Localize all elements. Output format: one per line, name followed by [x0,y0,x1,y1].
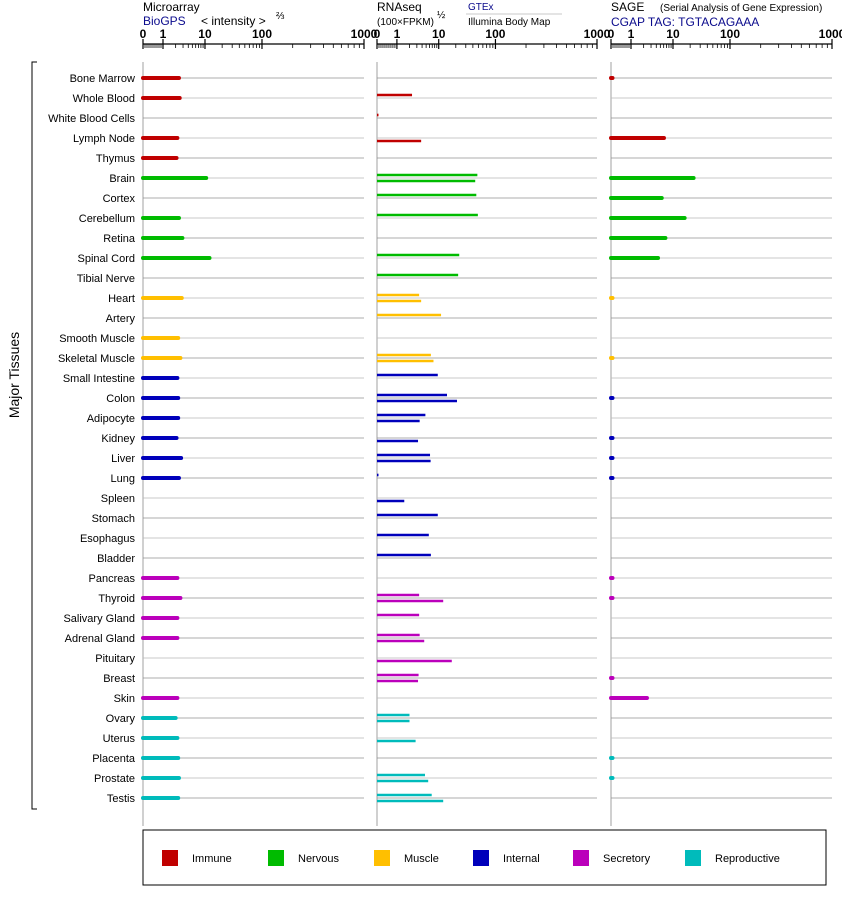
tissue-label: Ovary [106,713,136,725]
sage-tick-label: 0 [608,27,615,41]
tissue-label: Small Intestine [63,373,135,385]
microarray-tick-label: 1 [160,27,167,41]
tissue-label: Artery [106,313,136,325]
tissue-label: Pancreas [89,573,136,585]
legend-label: Immune [192,853,232,865]
legend-swatch [573,850,589,866]
microarray-title: Microarray [143,0,200,14]
tissue-label: White Blood Cells [48,113,135,125]
rnaseq-panel: 0 1 10 100 1000 [374,27,611,826]
tissue-label: Lymph Node [73,133,135,145]
microarray-exponent: ⅔ [276,11,285,22]
tissue-label: Bone Marrow [70,73,135,85]
tissue-label: Skin [114,693,135,705]
tissue-label: Whole Blood [73,93,135,105]
tissue-label: Thymus [96,153,136,165]
rnaseq-tick-label: 1 [394,27,401,41]
tissue-label: Liver [111,453,135,465]
tissue-label: Lung [111,473,135,485]
tissue-label: Kidney [101,433,135,445]
tissue-label: Adrenal Gland [65,633,135,645]
microarray-tick-label: 0 [140,27,147,41]
legend-label: Internal [503,853,540,865]
tissue-label: Esophagus [80,533,136,545]
microarray-tick-label: 1000 [351,27,378,41]
legend-swatch [162,850,178,866]
tissue-label: Prostate [94,773,135,785]
sage-subtitle: (Serial Analysis of Gene Expression) [660,3,822,14]
sage-tick-label: 10 [666,27,680,41]
rnaseq-tick-label: 1000 [584,27,611,41]
tissue-label: Placenta [92,753,136,765]
tissue-label: Tibial Nerve [77,273,135,285]
rnaseq-source-illumina: Illumina Body Map [468,17,551,28]
tissue-label: Stomach [92,513,135,525]
rnaseq-title: RNAseq [377,0,422,14]
microarray-panel: 0 1 10 100 1000 [140,27,378,826]
sage-tag: CGAP TAG: TGTACAGAAA [611,15,759,29]
tissue-label: Spleen [101,493,135,505]
y-axis-label: Major Tissues [6,332,22,418]
tissue-label: Brain [109,173,135,185]
tissue-label: Thyroid [98,593,135,605]
tissue-label: Salivary Gland [63,613,135,625]
legend-label: Reproductive [715,853,780,865]
rnaseq-source-gtex: GTEx [468,2,494,13]
tissue-label: Uterus [103,733,136,745]
rnaseq-exponent: ½ [437,10,446,21]
sage-title: SAGE [611,0,644,14]
tissue-label: Bladder [97,553,135,565]
legend-swatch [374,850,390,866]
microarray-units: < intensity > [201,14,266,28]
legend-label: Nervous [298,853,339,865]
microarray-tick-label: 100 [252,27,272,41]
legend-swatch [268,850,284,866]
sage-tick-label: 1 [628,27,635,41]
tissue-label: Skeletal Muscle [58,353,135,365]
legend-swatch [685,850,701,866]
rnaseq-units: (100×FPKM) [377,17,434,28]
tissue-label: Smooth Muscle [59,333,135,345]
tissue-label: Breast [103,673,135,685]
sage-panel: 01 10 100 1000 [608,27,842,826]
legend-label: Secretory [603,853,651,865]
legend-label: Muscle [404,853,439,865]
tissue-label: Pituitary [95,653,135,665]
tissue-label: Spinal Cord [78,253,135,265]
rnaseq-tick-label: 0 [374,27,381,41]
tissue-label: Retina [103,233,136,245]
rnaseq-tick-label: 100 [485,27,505,41]
microarray-tick-label: 10 [198,27,212,41]
tissue-label: Heart [108,293,135,305]
y-axis-bracket [31,61,37,810]
tissue-label: Colon [106,393,135,405]
sage-tick-label: 1000 [819,27,842,41]
tissue-label: Cerebellum [79,213,135,225]
rnaseq-tick-label: 10 [432,27,446,41]
legend-swatch [473,850,489,866]
tissue-label: Cortex [103,193,136,205]
microarray-source: BioGPS [143,14,186,28]
tissue-label: Adipocyte [87,413,135,425]
sage-tick-label: 100 [720,27,740,41]
tissue-label: Testis [107,793,136,805]
